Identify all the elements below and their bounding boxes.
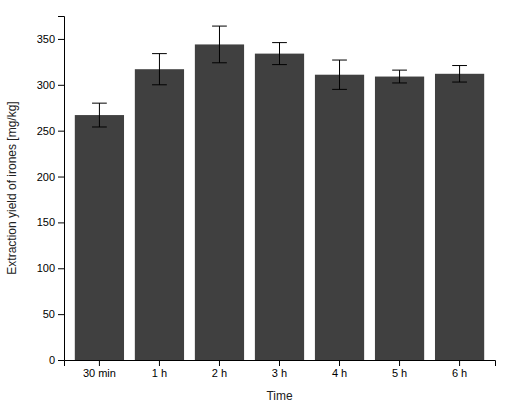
tick-label: 100 <box>37 262 55 274</box>
tick-mark <box>58 222 64 223</box>
tick: 300 <box>37 79 64 91</box>
tick: 200 <box>37 171 64 183</box>
tick-label: 250 <box>37 125 55 137</box>
tick-label: 0 <box>49 354 55 366</box>
tick: 3 h <box>272 360 287 379</box>
tick-label: 50 <box>43 308 55 320</box>
tick-label: 150 <box>37 216 55 228</box>
chart: 30 min 1 h 2 h 3 h 4 h 5 h 6 h 0 50 100 150 200 250 3… <box>0 0 511 412</box>
tick-label: 1 h <box>152 367 167 379</box>
bar <box>195 44 244 360</box>
tick-label: 2 h <box>212 367 227 379</box>
tick-mark <box>58 131 64 132</box>
bar <box>375 77 424 360</box>
error-bar <box>452 66 467 83</box>
bar <box>135 69 184 360</box>
tick: 350 <box>37 33 64 45</box>
tick-label: 6 h <box>452 367 467 379</box>
tick: 6 h <box>452 360 467 379</box>
tick-mark <box>99 360 100 366</box>
bar <box>255 54 304 360</box>
tick: 2 h <box>212 360 227 379</box>
tick-mark <box>58 314 64 315</box>
bar <box>435 74 484 360</box>
tick-label: 200 <box>37 171 55 183</box>
tick-mark <box>459 360 460 366</box>
x-axis: 30 min 1 h 2 h 3 h 4 h 5 h 6 h <box>65 360 496 379</box>
tick: 30 min <box>83 360 116 379</box>
tick-label: 5 h <box>392 367 407 379</box>
tick-mark <box>58 360 64 361</box>
tick-mark <box>219 360 220 366</box>
tick-label: 3 h <box>272 367 287 379</box>
tick: 0 <box>49 354 64 366</box>
tick: 100 <box>37 262 64 274</box>
bar <box>75 115 124 360</box>
tick-mark <box>58 39 64 40</box>
plot: 30 min 1 h 2 h 3 h 4 h 5 h 6 h 0 50 100 150 200 250 3… <box>37 17 496 379</box>
tick-label: 350 <box>37 33 55 45</box>
tick-mark <box>339 360 340 366</box>
error-bar <box>152 54 167 85</box>
axis-line <box>65 361 496 367</box>
tick-mark <box>58 85 64 86</box>
x-axis-title: Time <box>266 389 293 403</box>
error-bar <box>92 103 107 127</box>
error-bar <box>212 26 227 63</box>
tick-mark <box>58 177 64 178</box>
tick: 5 h <box>392 360 407 379</box>
tick: 150 <box>37 216 64 228</box>
tick-label: 4 h <box>332 367 347 379</box>
bar <box>315 75 364 360</box>
y-axis-title: Extraction yield of irones [mg/kg] <box>5 101 19 274</box>
error-bar <box>272 43 287 65</box>
error-bar <box>332 60 347 89</box>
tick: 1 h <box>152 360 167 379</box>
tick-mark <box>58 268 64 269</box>
error-bar <box>392 70 407 83</box>
tick-label: 30 min <box>83 367 116 379</box>
tick: 50 <box>43 308 64 320</box>
tick-mark <box>399 360 400 366</box>
marks <box>75 26 484 360</box>
tick: 250 <box>37 125 64 137</box>
tick-mark <box>279 360 280 366</box>
axis-line <box>58 17 65 361</box>
tick-label: 300 <box>37 79 55 91</box>
tick-mark <box>159 360 160 366</box>
tick: 4 h <box>332 360 347 379</box>
y-axis: 0 50 100 150 200 250 300 350 <box>37 17 65 367</box>
